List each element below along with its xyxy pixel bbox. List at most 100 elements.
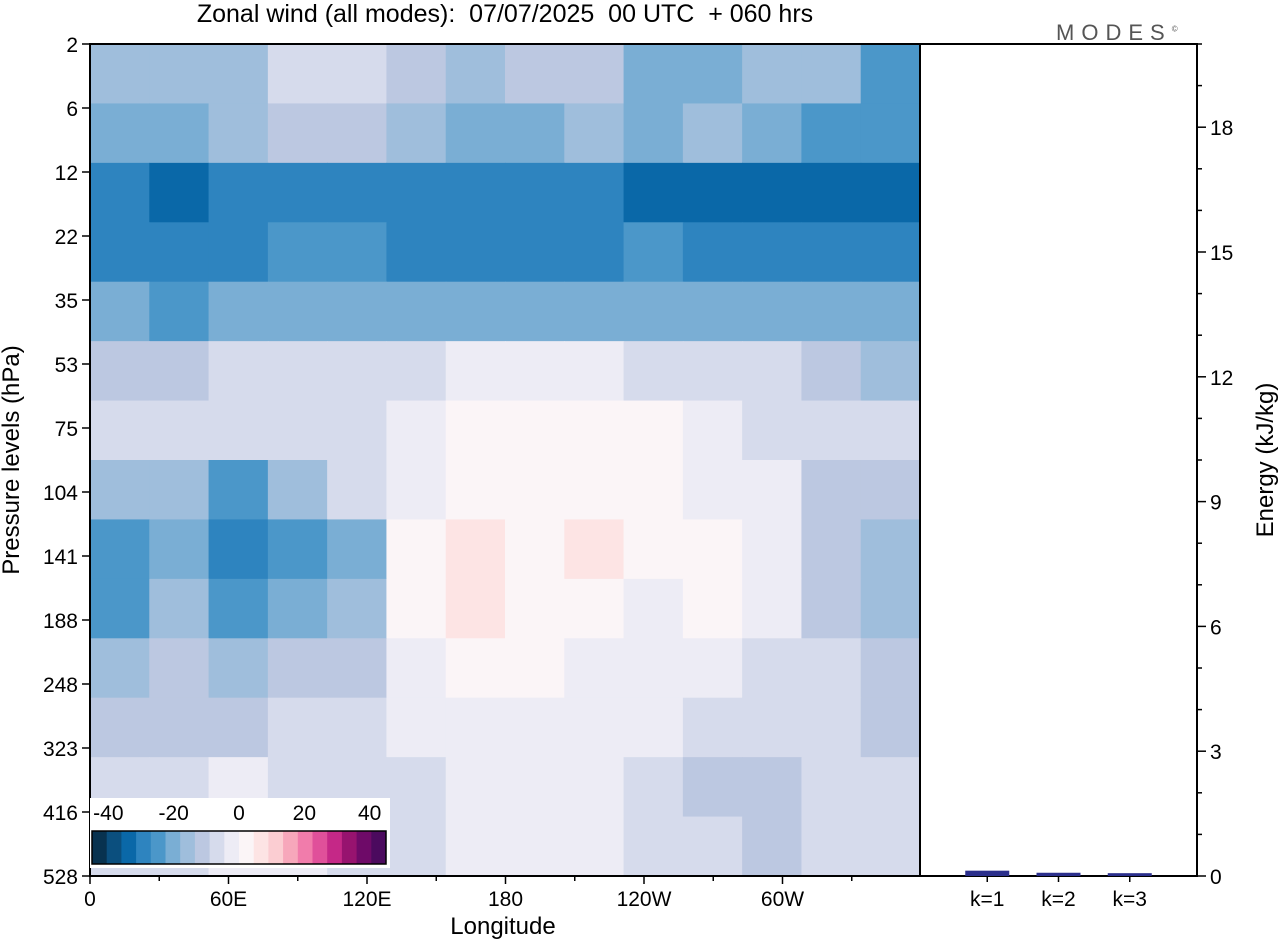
heat-cell xyxy=(682,697,743,758)
heat-cell xyxy=(860,757,921,818)
heat-cell xyxy=(505,697,565,758)
energy-category-label: k=2 xyxy=(1041,888,1075,911)
heat-cell xyxy=(801,281,862,342)
heat-cell xyxy=(801,697,862,758)
pressure-tick-label: 248 xyxy=(43,674,78,697)
heat-cell xyxy=(623,400,684,461)
heat-cell xyxy=(327,281,388,342)
heat-cell xyxy=(860,519,921,580)
heat-cell xyxy=(149,638,210,699)
heat-cell xyxy=(860,638,921,699)
colorbar-cell xyxy=(194,831,210,864)
energy-bar xyxy=(1107,873,1152,876)
heat-cell xyxy=(149,222,210,283)
heat-cell xyxy=(327,697,388,758)
heat-cell xyxy=(860,578,921,639)
heat-cell xyxy=(445,757,506,818)
heat-cell xyxy=(682,341,743,402)
heat-cell xyxy=(860,697,921,758)
colorbar-tick-label: -20 xyxy=(158,802,188,825)
energy-tick-label: 3 xyxy=(1210,741,1222,764)
colorbar-cell xyxy=(180,831,196,864)
heat-cell xyxy=(445,816,506,877)
heat-cell xyxy=(267,162,328,223)
heat-cell xyxy=(682,578,743,639)
heat-cell xyxy=(564,281,625,342)
colorbar-cell xyxy=(268,831,284,864)
heat-cell xyxy=(860,103,921,164)
heat-cell xyxy=(505,578,565,639)
heat-cell xyxy=(90,281,150,342)
heat-cell xyxy=(505,162,565,223)
heat-cell xyxy=(742,103,803,164)
heat-cell xyxy=(682,519,743,580)
heat-cell xyxy=(267,400,328,461)
heat-cell xyxy=(623,638,684,699)
pressure-tick-label: 104 xyxy=(43,482,78,505)
heat-cell xyxy=(623,757,684,818)
energy-category-label: k=1 xyxy=(970,888,1004,911)
heat-cell xyxy=(149,341,210,402)
colorbar-cell xyxy=(121,831,137,864)
heat-cell xyxy=(623,519,684,580)
heat-cell xyxy=(267,103,328,164)
heat-cell xyxy=(327,44,388,105)
heat-cell xyxy=(742,519,803,580)
energy-bar xyxy=(965,870,1010,876)
heat-cell xyxy=(505,44,565,105)
colorbar: -40 -20 0 20 40 xyxy=(90,798,390,868)
heat-cell xyxy=(267,578,328,639)
heat-cell xyxy=(682,222,743,283)
heat-cell xyxy=(564,400,625,461)
colorbar-cell xyxy=(150,831,166,864)
heat-cell xyxy=(801,341,862,402)
heatmap-field xyxy=(90,44,921,877)
heat-cell xyxy=(208,400,269,461)
colorbar-cell xyxy=(341,831,357,864)
energy-tick-label: 18 xyxy=(1210,117,1233,140)
heat-cell xyxy=(445,222,506,283)
heat-cell xyxy=(860,400,921,461)
heat-cell xyxy=(505,460,565,521)
heat-cell xyxy=(742,162,803,223)
heat-cell xyxy=(267,44,328,105)
heat-cell xyxy=(742,816,803,877)
heat-cell xyxy=(327,162,388,223)
heat-cell xyxy=(801,519,862,580)
heat-cell xyxy=(564,222,625,283)
heat-cell xyxy=(267,519,328,580)
heat-cell xyxy=(801,400,862,461)
heat-cell xyxy=(682,281,743,342)
heat-cell xyxy=(149,519,210,580)
heat-cell xyxy=(90,44,150,105)
heat-cell xyxy=(682,103,743,164)
heat-cell xyxy=(90,578,150,639)
heat-cell xyxy=(682,162,743,223)
pressure-axis: 2 6 12 22 35 53 75 104 141 188 248 323 416 528 xyxy=(43,34,90,889)
heat-cell xyxy=(742,697,803,758)
energy-tick-label: 6 xyxy=(1210,616,1222,639)
heat-cell xyxy=(90,519,150,580)
longitude-tick-label: 60W xyxy=(761,888,804,911)
heat-cell xyxy=(801,638,862,699)
heat-cell xyxy=(860,341,921,402)
heat-cell xyxy=(564,816,625,877)
heat-cell xyxy=(90,697,150,758)
colorbar-cell xyxy=(224,831,240,864)
heat-cell xyxy=(445,341,506,402)
heat-cell xyxy=(564,162,625,223)
energy-axis-label: Energy (kJ/kg) xyxy=(1252,383,1279,538)
heat-cell xyxy=(327,222,388,283)
x-axis-label: Longitude xyxy=(450,913,555,940)
heat-cell xyxy=(742,44,803,105)
longitude-tick-label: 60E xyxy=(210,888,247,911)
pressure-tick-label: 188 xyxy=(43,610,78,633)
heat-cell xyxy=(386,162,447,223)
heat-cell xyxy=(623,281,684,342)
longitude-tick-label: 0 xyxy=(84,888,96,911)
heat-cell xyxy=(682,460,743,521)
heat-cell xyxy=(801,162,862,223)
chart-title: Zonal wind (all modes): 07/07/2025 00 UT… xyxy=(197,0,813,28)
heat-cell xyxy=(801,44,862,105)
energy-axis: 0 3 6 9 12 15 18 xyxy=(1197,43,1233,889)
